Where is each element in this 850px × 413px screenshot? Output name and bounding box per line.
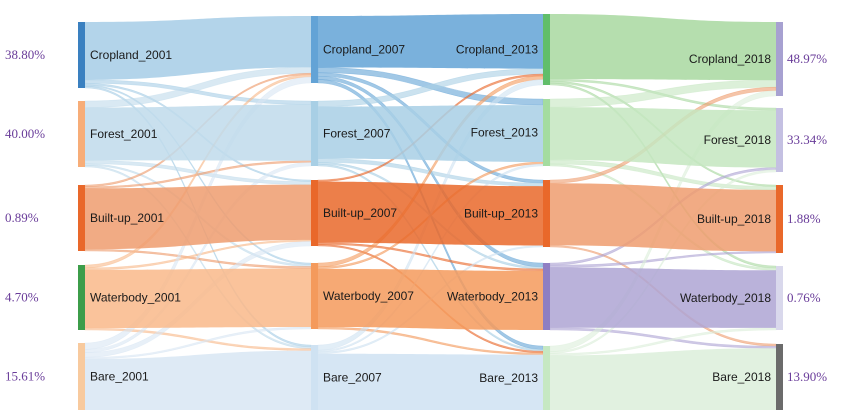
node-f13 [543, 99, 550, 166]
node-w07 [311, 263, 318, 329]
node-r01 [78, 343, 85, 410]
flow-b07-to-b13 [318, 181, 543, 246]
node-label-f01: Forest_2001 [90, 127, 158, 141]
node-b07 [311, 180, 318, 246]
node-w13 [543, 263, 550, 330]
node-f01 [78, 101, 85, 167]
flow-c07-to-c13 [318, 14, 543, 69]
node-label-w01: Waterbody_2001 [90, 291, 181, 305]
pct-label-f01: 40.00% [5, 126, 45, 141]
node-label-b01: Built-up_2001 [90, 211, 164, 225]
pct-label-f18: 33.34% [787, 132, 827, 147]
node-w18 [776, 266, 783, 330]
flow-r01-to-r07 [85, 350, 311, 410]
node-label-f18: Forest_2018 [704, 133, 772, 147]
flow-c13-to-c18 [550, 14, 776, 81]
pct-label-r18: 13.90% [787, 369, 827, 384]
node-label-b13: Built-up_2013 [464, 207, 538, 221]
node-c18 [776, 22, 783, 96]
pct-label-w01: 4.70% [5, 290, 39, 305]
flow-b01-to-b07 [85, 184, 311, 250]
flow-c01-to-c07 [85, 16, 311, 80]
node-label-w13: Waterbody_2013 [447, 290, 538, 304]
flow-b13-to-b18 [550, 183, 776, 252]
flow-r07-to-r13 [318, 353, 543, 410]
node-label-b18: Built-up_2018 [697, 212, 771, 226]
node-label-c18: Cropland_2018 [689, 52, 771, 66]
node-layer [78, 14, 783, 410]
pct-label-b01: 0.89% [5, 210, 39, 225]
pct-label-w18: 0.76% [787, 290, 821, 305]
flow-w01-to-w07 [85, 268, 311, 329]
pct-label-c01: 38.80% [5, 47, 45, 62]
pct-label-c18: 48.97% [787, 51, 827, 66]
flow-w13-to-w18 [550, 267, 776, 328]
flow-f13-to-f18 [550, 107, 776, 168]
node-c13 [543, 14, 550, 85]
node-label-w07: Waterbody_2007 [323, 289, 414, 303]
flow-f07-to-f13 [318, 105, 543, 162]
node-b01 [78, 185, 85, 251]
node-b13 [543, 180, 550, 247]
node-c01 [78, 22, 85, 88]
node-label-r07: Bare_2007 [323, 371, 382, 385]
node-w01 [78, 265, 85, 330]
node-c07 [311, 16, 318, 83]
node-r13 [543, 346, 550, 410]
node-r07 [311, 345, 318, 410]
node-f18 [776, 108, 783, 172]
node-label-c07: Cropland_2007 [323, 43, 405, 57]
flow-w07-to-w13 [318, 268, 543, 330]
node-f07 [311, 101, 318, 166]
node-label-r01: Bare_2001 [90, 370, 149, 384]
flow-layer [84, 14, 777, 410]
node-label-c01: Cropland_2001 [90, 48, 172, 62]
node-label-b07: Built-up_2007 [323, 206, 397, 220]
pct-label-r01: 15.61% [5, 369, 45, 384]
flow-f01-to-f07 [85, 104, 311, 161]
label-layer: Cropland_2001 38.80% Forest_2001 40.00% Buil… [5, 43, 827, 386]
node-label-r13: Bare_2013 [479, 371, 538, 385]
node-label-c13: Cropland_2013 [456, 43, 538, 57]
flow-b01-to-f07 [84, 160, 312, 189]
node-label-w18: Waterbody_2018 [680, 291, 771, 305]
node-label-f13: Forest_2013 [471, 126, 539, 140]
node-label-r18: Bare_2018 [712, 370, 771, 384]
node-b18 [776, 185, 783, 253]
node-label-f07: Forest_2007 [323, 127, 391, 141]
node-r18 [776, 344, 783, 410]
pct-label-b18: 1.88% [787, 211, 821, 226]
flow-r13-to-r18 [550, 348, 776, 410]
